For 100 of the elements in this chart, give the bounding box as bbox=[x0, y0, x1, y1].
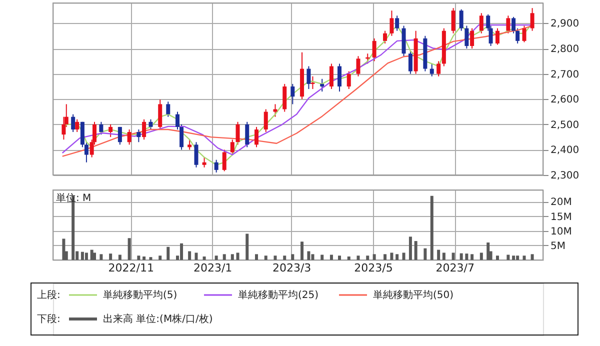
bar bbox=[512, 256, 516, 260]
candlestick bbox=[99, 121, 104, 136]
bar bbox=[166, 246, 170, 260]
candlestick bbox=[118, 126, 122, 146]
bar bbox=[214, 256, 218, 260]
candlestick bbox=[188, 139, 192, 150]
candlestick bbox=[194, 142, 198, 168]
candlestick bbox=[214, 159, 218, 173]
y-tick-label: 2,700 bbox=[550, 69, 580, 80]
bar bbox=[202, 256, 206, 260]
candlestick bbox=[142, 118, 146, 140]
candlestick bbox=[202, 156, 206, 168]
bar bbox=[230, 254, 234, 260]
candlestick bbox=[408, 50, 412, 74]
bar bbox=[470, 254, 474, 260]
bar bbox=[149, 257, 152, 260]
bar bbox=[283, 256, 286, 260]
bar bbox=[291, 254, 294, 260]
legend-label: 単純移動平均(25) bbox=[238, 289, 319, 301]
candlestick bbox=[127, 128, 132, 146]
bar bbox=[384, 254, 387, 260]
bar bbox=[180, 243, 184, 260]
candlestick bbox=[356, 56, 360, 77]
bar bbox=[320, 254, 324, 260]
candlestick bbox=[479, 12, 484, 34]
legend-label: 出来高 単位:(M株/口/枚) bbox=[103, 313, 213, 325]
bar bbox=[480, 252, 483, 260]
bar bbox=[522, 256, 526, 260]
bar bbox=[408, 236, 412, 260]
bar bbox=[137, 256, 140, 260]
bar bbox=[414, 241, 418, 260]
bar bbox=[307, 251, 310, 260]
bar bbox=[402, 252, 406, 260]
bar bbox=[158, 256, 162, 260]
candlestick bbox=[495, 28, 500, 46]
y-tick-label: 15M bbox=[550, 212, 572, 223]
bar bbox=[506, 254, 510, 260]
bar bbox=[452, 252, 455, 260]
candlestick bbox=[395, 15, 400, 32]
bar bbox=[188, 251, 192, 260]
bar bbox=[530, 254, 534, 260]
legend-title: 上段: bbox=[37, 289, 60, 301]
candlestick bbox=[459, 8, 464, 32]
bar bbox=[356, 256, 360, 260]
candlestick bbox=[222, 149, 226, 172]
candlestick bbox=[236, 121, 240, 146]
bar bbox=[465, 254, 468, 260]
bar bbox=[330, 254, 333, 260]
bar bbox=[264, 256, 268, 260]
candlestick bbox=[71, 114, 76, 132]
y-tick-label: 5M bbox=[550, 240, 566, 252]
bar bbox=[80, 252, 84, 260]
candlestick bbox=[464, 25, 469, 50]
candlestick bbox=[451, 8, 456, 34]
candlestick bbox=[430, 63, 434, 77]
bar bbox=[222, 254, 226, 260]
bar bbox=[437, 250, 440, 260]
bar bbox=[347, 256, 350, 260]
bar bbox=[390, 252, 394, 260]
candlestick bbox=[166, 101, 170, 118]
y-tick-label: 2,800 bbox=[550, 44, 580, 56]
candlestick bbox=[310, 76, 315, 90]
bar bbox=[424, 248, 427, 260]
bar bbox=[194, 252, 198, 260]
candlestick bbox=[75, 118, 80, 132]
bar bbox=[311, 254, 314, 260]
x-tick-label: 2023/3 bbox=[272, 262, 312, 274]
bar bbox=[442, 252, 446, 260]
candlestick bbox=[383, 30, 388, 44]
y-tick-label: 20M bbox=[550, 197, 572, 208]
bar bbox=[100, 254, 103, 260]
bar bbox=[338, 256, 342, 260]
bar bbox=[430, 196, 434, 260]
bar bbox=[142, 256, 146, 260]
bar bbox=[84, 252, 88, 260]
y-tick-label: 2,400 bbox=[550, 145, 580, 156]
candlestick bbox=[506, 15, 510, 34]
candlestick bbox=[230, 139, 234, 156]
bar bbox=[109, 254, 112, 260]
bar bbox=[236, 252, 240, 260]
y-tick-label: 2,900 bbox=[550, 18, 580, 30]
y-tick-label: 10M bbox=[550, 226, 572, 238]
bar bbox=[246, 234, 249, 260]
candlestick bbox=[282, 83, 287, 112]
bar bbox=[460, 253, 463, 260]
candlestick bbox=[245, 121, 250, 148]
candlestick bbox=[346, 70, 351, 90]
bar bbox=[396, 254, 399, 260]
x-tick-label: 2022/11 bbox=[108, 262, 154, 274]
candlestick bbox=[522, 25, 526, 43]
x-tick-label: 2023/7 bbox=[436, 262, 474, 274]
bar bbox=[486, 242, 490, 260]
candlestick bbox=[158, 99, 162, 130]
candlestick bbox=[390, 10, 394, 36]
bar bbox=[372, 254, 376, 260]
bar bbox=[118, 254, 122, 260]
legend-label: 単純移動平均(50) bbox=[373, 289, 454, 301]
bar bbox=[128, 238, 131, 260]
candlestick bbox=[338, 63, 342, 92]
candlestick bbox=[148, 118, 153, 130]
